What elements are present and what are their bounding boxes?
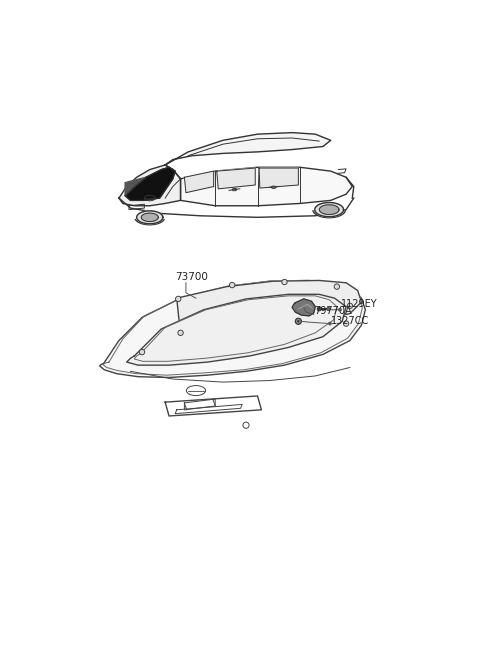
- Polygon shape: [119, 165, 180, 206]
- Polygon shape: [292, 299, 315, 316]
- Circle shape: [329, 323, 331, 325]
- Polygon shape: [127, 295, 346, 365]
- Polygon shape: [259, 168, 299, 188]
- Text: 1129EY: 1129EY: [341, 299, 377, 310]
- Circle shape: [317, 307, 321, 311]
- Polygon shape: [125, 167, 175, 200]
- Polygon shape: [180, 167, 352, 206]
- Circle shape: [327, 308, 330, 310]
- Circle shape: [282, 279, 287, 285]
- Text: 73700: 73700: [175, 272, 208, 283]
- Circle shape: [229, 282, 235, 288]
- Circle shape: [343, 321, 349, 326]
- Circle shape: [297, 320, 300, 323]
- Circle shape: [334, 284, 339, 289]
- Text: 79770A: 79770A: [314, 306, 352, 316]
- Text: 1327CC: 1327CC: [331, 316, 369, 326]
- Circle shape: [139, 350, 145, 355]
- Polygon shape: [315, 203, 344, 216]
- Polygon shape: [141, 213, 158, 222]
- Polygon shape: [177, 281, 361, 337]
- Polygon shape: [165, 133, 331, 165]
- Circle shape: [347, 303, 353, 308]
- Circle shape: [178, 330, 183, 335]
- Polygon shape: [125, 177, 146, 195]
- Polygon shape: [319, 205, 339, 215]
- Circle shape: [176, 297, 181, 302]
- Polygon shape: [137, 211, 163, 224]
- Circle shape: [295, 318, 301, 324]
- Polygon shape: [217, 168, 255, 189]
- Circle shape: [339, 308, 341, 311]
- Polygon shape: [184, 171, 214, 193]
- Polygon shape: [100, 281, 365, 377]
